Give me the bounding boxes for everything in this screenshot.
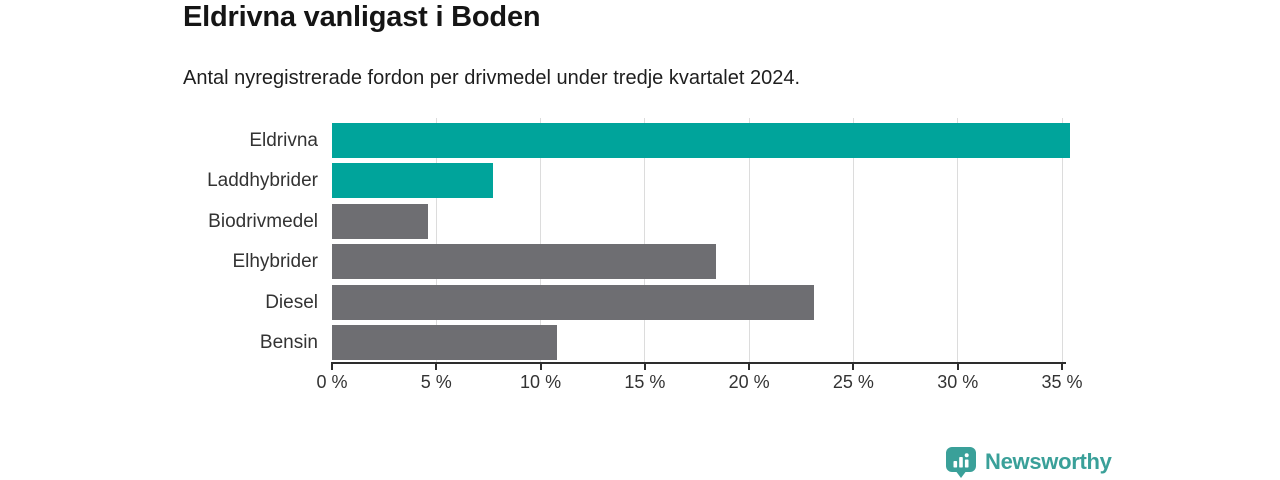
- chart-subtitle: Antal nyregistrerade fordon per drivmede…: [183, 67, 801, 89]
- newsworthy-logo-icon: [946, 447, 976, 478]
- category-label: Bensin: [259, 332, 318, 353]
- bar-diesel: [332, 284, 814, 320]
- x-tick-label: 0 %: [316, 372, 348, 392]
- chart-title: Eldrivna vanligast i Boden: [183, 1, 541, 33]
- gridline: [852, 118, 854, 363]
- gridline: [957, 118, 959, 363]
- x-axis-tick: [643, 364, 646, 370]
- category-label: Laddhybrider: [207, 170, 318, 192]
- bar-elhybrider: [332, 244, 716, 280]
- x-tick-label: 35 %: [1041, 372, 1083, 392]
- gridline: [1061, 118, 1063, 363]
- x-tick-label: 5 %: [420, 372, 452, 392]
- plot-area: [331, 118, 1071, 370]
- x-axis-tick: [852, 364, 855, 370]
- x-axis-tick: [1061, 364, 1063, 370]
- x-tick-label: 20 %: [728, 372, 770, 392]
- gridline: [435, 118, 437, 363]
- x-axis-tick: [435, 364, 438, 370]
- bar-laddhybrider: [332, 163, 493, 199]
- x-axis-tick: [539, 364, 542, 370]
- bar-eldrivna: [332, 123, 1071, 158]
- newsworthy-logo[interactable]: Newsworthy: [945, 446, 1112, 478]
- x-axis-tick: [331, 364, 333, 370]
- x-axis-tick-labels: 0 % 5 % 10 % 15 % 20 % 25 % 30 % 35 %: [316, 372, 1082, 396]
- y-axis-labels: Eldrivna Laddhybrider Biodrivmedel Elhybrid…: [0, 118, 318, 363]
- newsworthy-logo-text: Newsworthy: [985, 449, 1112, 474]
- bar-bensin: [332, 325, 558, 360]
- category-label: Diesel: [265, 291, 318, 313]
- x-tick-label: 15 %: [624, 372, 666, 392]
- x-axis-tick: [748, 364, 751, 370]
- x-axis-tick: [956, 364, 959, 370]
- gridline: [644, 118, 646, 363]
- category-label: Biodrivmedel: [208, 210, 318, 232]
- category-label: Eldrivna: [249, 130, 318, 151]
- gridline: [540, 118, 542, 363]
- gridline: [748, 118, 750, 363]
- x-tick-label: 30 %: [937, 372, 979, 392]
- x-tick-label: 10 %: [520, 372, 562, 392]
- x-axis-line: [331, 362, 1066, 364]
- bar-biodrivmedel: [332, 203, 428, 239]
- x-tick-label: 25 %: [832, 372, 874, 392]
- category-label: Elhybrider: [232, 251, 318, 273]
